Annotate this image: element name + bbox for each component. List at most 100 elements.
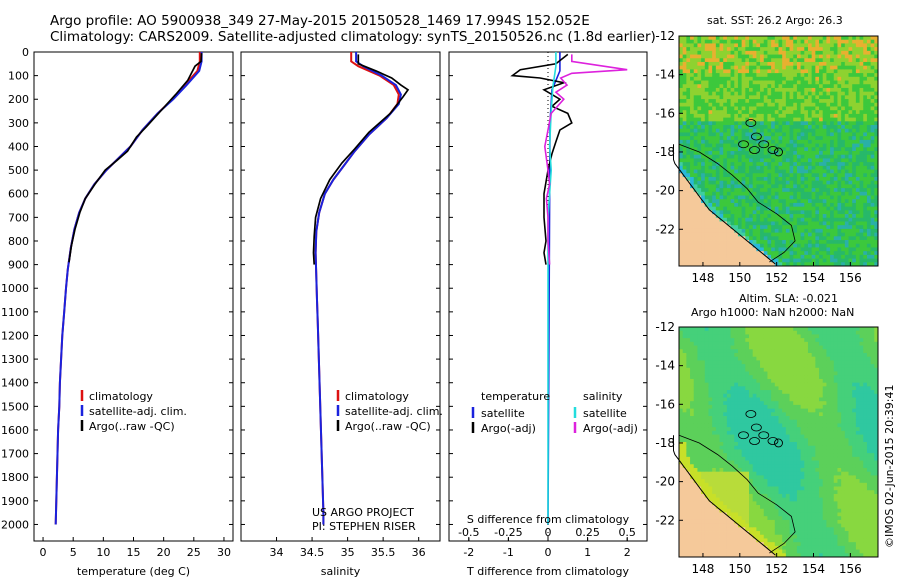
map-cell [782, 69, 787, 74]
map-cell [804, 84, 809, 89]
map-cell [701, 195, 706, 200]
map-cell [782, 121, 787, 126]
map-cell [701, 501, 706, 506]
map-cell [693, 47, 698, 52]
map-cell [752, 199, 757, 204]
map-cell [807, 54, 813, 59]
map-cell [830, 136, 835, 141]
map-cell [730, 39, 735, 44]
map-cell [855, 243, 860, 248]
map-cell [855, 54, 860, 59]
map-cell [822, 84, 827, 89]
map-cell [830, 180, 835, 185]
map-cell [870, 154, 875, 159]
map-cell [771, 232, 776, 237]
map-cell [686, 493, 691, 499]
map-cell [741, 523, 746, 528]
map-cell [841, 228, 846, 234]
map-cell [704, 497, 709, 502]
map-cell [682, 423, 687, 428]
map-cell [712, 534, 717, 539]
map-cell [708, 419, 713, 424]
map-cell [737, 330, 743, 335]
map-cell [686, 139, 691, 144]
map-cell [815, 217, 820, 222]
map-cell [863, 184, 868, 189]
map-cell [852, 65, 857, 70]
map-cell [848, 91, 853, 96]
map-cell [778, 202, 783, 208]
map-cell [796, 110, 802, 115]
map-cell [690, 519, 695, 525]
map-cell [745, 393, 750, 398]
map-cell [874, 162, 879, 167]
map-cell [760, 545, 765, 550]
map-cell [826, 91, 831, 96]
map-cell [704, 352, 709, 358]
map-cell [723, 136, 728, 141]
map-cell [778, 143, 783, 148]
map-cell [752, 356, 757, 361]
sst-map-title: sat. SST: 26.2 Argo: 26.3 [707, 14, 843, 27]
map-cell [852, 47, 857, 52]
map-cell [763, 497, 768, 502]
map-cell [804, 47, 809, 52]
map-cell [811, 84, 816, 89]
map-cell [712, 258, 717, 263]
map-cell [756, 508, 761, 513]
map-cell [737, 58, 743, 63]
map-cell [679, 58, 684, 63]
map-cell [782, 36, 787, 41]
map-cell [715, 404, 720, 410]
map-cell [763, 412, 768, 417]
map-cell [763, 378, 768, 384]
map-cell [796, 50, 802, 55]
map-cell [690, 471, 695, 476]
map-cell [756, 519, 761, 525]
map-cell [712, 549, 717, 554]
map-cell [848, 69, 853, 74]
map-cell [760, 258, 765, 263]
map-cell [811, 65, 816, 70]
map-cell [749, 382, 754, 387]
map-cell [789, 132, 794, 137]
map-cell [866, 102, 872, 107]
map-cell [737, 87, 743, 93]
map-cell [697, 202, 702, 208]
map-cell [734, 464, 739, 469]
map-cell [855, 154, 860, 159]
map-cell [841, 214, 846, 219]
map-cell [870, 125, 875, 130]
map-cell [756, 228, 761, 234]
map-cell [715, 195, 720, 200]
map-cell [859, 110, 864, 115]
map-cell [693, 36, 698, 41]
map-cell [701, 419, 706, 424]
map-cell [830, 214, 835, 219]
map-cell [730, 512, 735, 517]
map-cell [771, 254, 776, 259]
map-cell [752, 534, 757, 539]
map-cell [690, 125, 695, 130]
map-cell [719, 125, 724, 130]
map-cell [819, 39, 824, 44]
map-cell [686, 184, 691, 189]
map-cell [789, 258, 794, 263]
map-cell [745, 401, 750, 406]
map-cell [686, 188, 691, 193]
map-cell [760, 345, 765, 350]
map-cell [763, 240, 768, 245]
map-cell [833, 113, 838, 119]
map-cell [749, 453, 754, 458]
map-cell [708, 206, 713, 211]
map-cell [844, 147, 849, 152]
map-cell [693, 434, 698, 439]
map-cell [715, 117, 720, 122]
map-cell [745, 512, 750, 517]
map-cell [822, 99, 827, 104]
map-cell [749, 367, 754, 372]
map-cell [815, 195, 820, 200]
map-cell [701, 453, 706, 458]
map-cell [719, 162, 724, 167]
map-cell [701, 73, 706, 78]
